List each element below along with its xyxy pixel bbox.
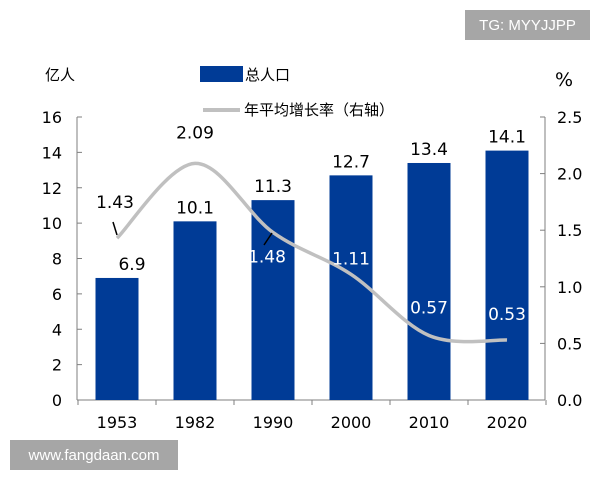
right-tick-label: 1.5 [557,221,582,240]
x-tick-label: 1982 [175,413,216,432]
growth-rate-label: 1.48 [248,247,286,267]
bar [95,277,139,400]
bar-value-label: 11.3 [254,177,292,197]
x-tick-label: 1990 [253,413,294,432]
legend-bar-swatch [200,66,243,82]
bar [173,221,217,400]
growth-rate-label: 1.43 [96,193,134,213]
x-tick-label: 2010 [409,413,450,432]
watermark-top-right: TG: MYYJJPP [465,10,590,40]
right-tick-label: 2.5 [557,108,582,127]
bar [329,175,373,400]
growth-rate-label: 1.11 [332,249,370,269]
left-axis-unit: 亿人 [45,66,75,84]
left-tick-label: 8 [52,250,62,269]
right-tick-label: 1.0 [557,278,582,297]
bar-value-label: 14.1 [488,128,526,148]
legend-bar-label: 总人口 [245,66,290,84]
growth-rate-label: 0.57 [410,298,448,318]
legend-line-label: 年平均增长率（右轴） [244,101,394,119]
left-tick-label: 10 [42,214,62,233]
bar-value-label: 13.4 [410,140,448,160]
right-tick-label: 2.0 [557,165,582,184]
growth-rate-label: 0.53 [488,305,526,325]
right-tick-label: 0.5 [557,334,582,353]
left-tick-label: 16 [42,108,62,127]
left-tick-label: 0 [52,391,62,410]
right-tick-label: 0.0 [557,391,582,410]
x-tick-label: 2020 [487,413,528,432]
bar-value-label: 6.9 [118,255,145,275]
bar-value-label: 10.1 [176,198,214,218]
bar [407,162,451,400]
x-tick-label: 1953 [97,413,138,432]
bar [251,200,295,400]
left-tick-label: 14 [42,143,62,162]
bar-value-label: 12.7 [332,152,370,172]
bar [485,150,529,400]
left-tick-label: 4 [52,320,62,339]
growth-rate-label: 2.09 [176,123,214,143]
right-axis-unit: % [555,69,573,91]
left-tick-label: 2 [52,356,62,375]
watermark-bottom-left: www.fangdaan.com [10,440,178,470]
label-leader-line [112,221,118,236]
left-tick-label: 12 [42,179,62,198]
label-leader-line [263,232,273,246]
left-tick-label: 6 [52,285,62,304]
x-tick-label: 2000 [331,413,372,432]
